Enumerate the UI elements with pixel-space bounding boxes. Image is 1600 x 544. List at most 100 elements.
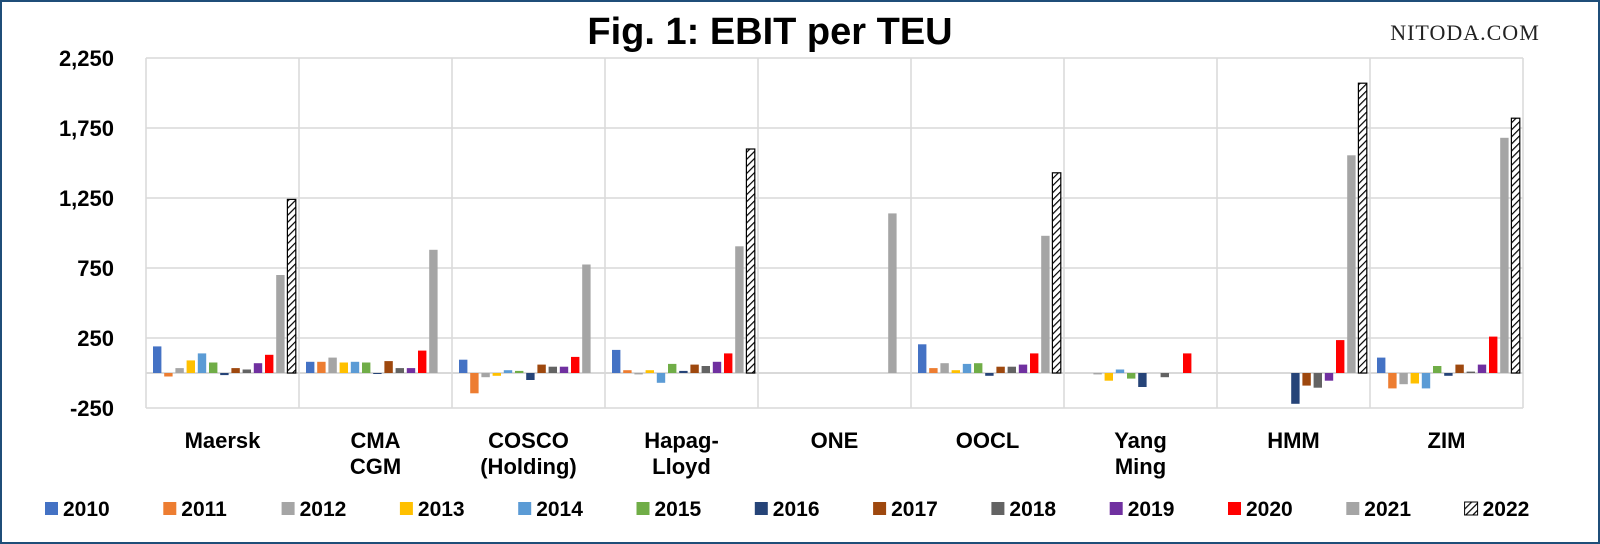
bar-2015-2 — [515, 370, 524, 373]
bar-2018-2 — [548, 366, 557, 373]
bar-2016-1 — [373, 373, 382, 374]
bar-2021-2 — [582, 264, 591, 373]
bar-2014-6 — [1115, 369, 1125, 373]
bar-2016-2 — [526, 373, 535, 380]
legend-label-2012: 2012 — [300, 498, 347, 521]
bar-2018-8 — [1466, 371, 1475, 373]
bar-2018-6 — [1160, 373, 1169, 378]
bar-2012-6 — [1093, 373, 1102, 375]
bar-2018-5 — [1007, 366, 1016, 373]
bar-2014-0 — [197, 353, 207, 373]
bar-2021-7 — [1347, 155, 1356, 373]
bar-2022-5 — [1051, 172, 1062, 374]
legend-label-2011: 2011 — [181, 498, 227, 521]
legend-label-2018: 2018 — [1009, 498, 1056, 521]
legend-swatch-2020 — [1228, 502, 1241, 515]
bar-2020-0 — [265, 354, 274, 373]
bar-2010-5 — [918, 344, 927, 373]
legend-swatch-2016 — [754, 502, 768, 515]
legend-swatch-2019 — [1109, 502, 1123, 515]
bar-2013-0 — [186, 360, 195, 373]
bar-2010-8 — [1377, 357, 1386, 373]
bar-2018-1 — [395, 368, 404, 373]
bar-2019-2 — [559, 366, 569, 373]
bar-2019-3 — [712, 361, 722, 373]
bar-2014-3 — [656, 373, 666, 383]
bar-2011-5 — [929, 368, 938, 373]
bar-2017-2 — [537, 364, 546, 373]
category-label: COSCO (Holding) — [480, 428, 577, 479]
bar-2012-2 — [481, 373, 490, 378]
bar-2022-0 — [286, 198, 297, 374]
legend-label-2010: 2010 — [63, 498, 110, 521]
bar-2014-1 — [350, 361, 360, 373]
bar-2010-3 — [612, 349, 621, 373]
bar-2012-8 — [1399, 373, 1408, 385]
bar-2020-5 — [1030, 353, 1039, 373]
bar-2010-2 — [459, 359, 468, 373]
legend-label-2021: 2021 — [1364, 498, 1411, 521]
bar-2011-2 — [470, 373, 479, 394]
bar-2022-7 — [1357, 82, 1368, 374]
bar-2017-7 — [1302, 373, 1311, 386]
bar-2016-0 — [220, 373, 229, 376]
category-label: OOCL — [956, 428, 1020, 453]
legend-label-2017: 2017 — [891, 498, 938, 521]
bar-2021-0 — [276, 275, 285, 373]
bar-2018-7 — [1313, 373, 1322, 388]
bar-2013-1 — [339, 362, 348, 373]
bar-2014-8 — [1421, 373, 1431, 389]
y-tick-label: 250 — [77, 326, 114, 351]
y-tick-label: 2,250 — [59, 46, 114, 71]
bar-2018-0 — [242, 369, 251, 373]
legend: 2010 2011 2012 2013 2014 2015 2016 2017 2018 2019… — [45, 498, 1529, 521]
legend-swatch-2010 — [45, 502, 58, 515]
bar-2012-3 — [634, 373, 643, 375]
bar-2013-5 — [951, 370, 960, 373]
bar-2020-6 — [1183, 353, 1192, 373]
bar-2019-5 — [1018, 364, 1028, 373]
bar-2012-1 — [328, 357, 337, 373]
bar-2019-0 — [253, 363, 263, 373]
gridlines — [145, 57, 1524, 409]
bar-2015-6 — [1127, 373, 1136, 379]
bar-2019-8 — [1477, 364, 1487, 373]
bar-2014-5 — [962, 363, 972, 373]
y-tick-label: 1,750 — [59, 116, 114, 141]
bar-2011-8 — [1388, 373, 1397, 389]
bar-2021-5 — [1041, 235, 1050, 373]
bar-2016-7 — [1291, 373, 1300, 404]
category-label: HMM — [1267, 428, 1320, 453]
bar-2012-0 — [175, 368, 184, 373]
category-label: ONE — [811, 428, 859, 453]
legend-swatch-2017 — [873, 502, 887, 515]
category-label: Hapag-Lloyd — [644, 428, 719, 479]
bar-2013-6 — [1104, 373, 1113, 381]
bar-2011-1 — [317, 361, 326, 373]
bar-2015-0 — [209, 362, 218, 373]
bar-2018-3 — [701, 366, 710, 373]
bar-2019-7 — [1324, 373, 1334, 381]
legend-label-2022: 2022 — [1483, 498, 1530, 521]
bar-2022-8 — [1510, 117, 1521, 374]
legend-label-2014: 2014 — [536, 498, 583, 521]
bar-2016-6 — [1138, 373, 1147, 387]
y-tick-label: 750 — [77, 256, 114, 281]
bar-2015-5 — [974, 363, 983, 373]
legend-swatch-2021 — [1346, 502, 1360, 515]
watermark: NITODA.COM — [1390, 20, 1540, 45]
bar-2011-0 — [164, 373, 173, 377]
bar-2013-3 — [645, 370, 654, 373]
bar-2017-8 — [1455, 364, 1464, 373]
legend-swatch-2022 — [1464, 501, 1479, 516]
legend-swatch-2011 — [163, 502, 177, 515]
legend-swatch-2015 — [636, 502, 650, 515]
legend-label-2015: 2015 — [655, 498, 702, 521]
legend-label-2016: 2016 — [773, 498, 820, 521]
bar-2019-1 — [406, 368, 416, 373]
bar-2013-2 — [492, 373, 501, 376]
y-tick-label: 1,250 — [59, 186, 114, 211]
category-label: Yang Ming — [1114, 428, 1167, 479]
bar-2022-3 — [745, 148, 756, 374]
